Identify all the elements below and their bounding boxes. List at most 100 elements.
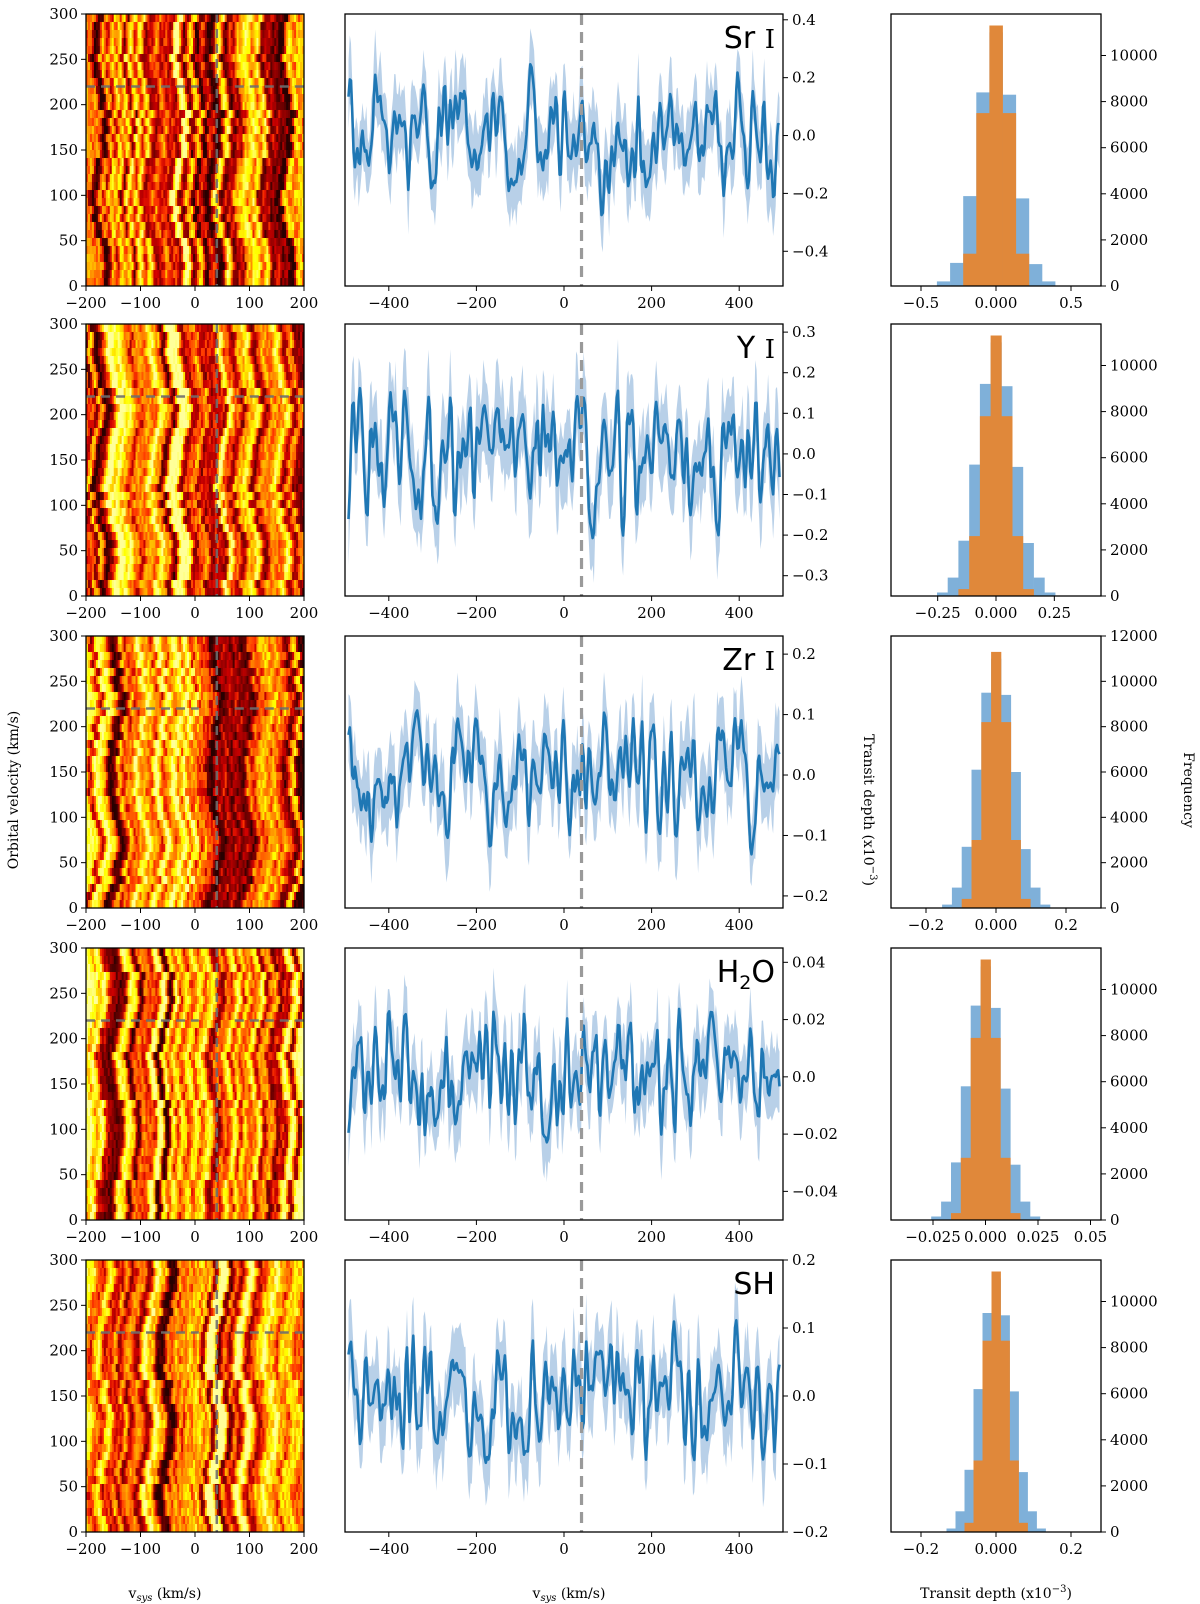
histogram-bar-narrow — [963, 253, 977, 286]
y-tick-label: 150 — [49, 763, 78, 781]
y-tick-label: 8000 — [1110, 93, 1148, 111]
x-tick-label: 200 — [290, 1228, 319, 1246]
x-tick-label: 0.5 — [1059, 294, 1083, 312]
x-tick-label: 0.000 — [975, 1540, 1018, 1558]
ccf-1d-5: −0.2 −0.1 0.0 0.1 0.2 −400 −200 0 200 400 SH — [344, 1251, 828, 1558]
left-x-axis-label: vsys (km/s) — [128, 1586, 202, 1604]
y-tick-label: 8000 — [1110, 403, 1148, 421]
x-tick-label: 0.25 — [1038, 604, 1071, 622]
y-tick-label: 50 — [59, 232, 78, 250]
histogram-bar-narrow — [1009, 1460, 1019, 1532]
x-tick-label: 400 — [725, 916, 754, 934]
y-tick-label: 0.2 — [792, 69, 816, 87]
x-tick-label: −200 — [456, 1540, 497, 1558]
y-tick-label: 200 — [49, 96, 78, 114]
ccf-1d-1: −0.4 −0.2 0.0 0.2 0.4 −400 −200 0 200 400 Sr I — [344, 11, 828, 312]
y-tick-label: 100 — [49, 496, 78, 514]
ccf-series-line — [347, 1319, 781, 1465]
x-tick-label: 0 — [190, 1228, 200, 1246]
y-tick-label: 0.0 — [792, 1387, 816, 1405]
x-tick-label: 100 — [235, 1540, 264, 1558]
y-tick-label: 4000 — [1110, 185, 1148, 203]
y-tick-label: 100 — [49, 186, 78, 204]
histogram-bar-narrow — [991, 1271, 1001, 1532]
y-tick-label: 0.0 — [792, 1068, 816, 1086]
ccf-map-1: 0 50 100 150 200 250 300 −200 −100 0 100 200 — [49, 5, 318, 312]
histogram-bar-narrow — [981, 722, 992, 908]
y-tick-label: 12000 — [1110, 627, 1158, 645]
histogram-bar-narrow — [1022, 589, 1034, 596]
x-tick-label: 0.05 — [1074, 1228, 1107, 1246]
x-tick-label: 200 — [637, 1540, 666, 1558]
histogram-bar-narrow — [973, 1460, 983, 1532]
histogram-bar-narrow — [1000, 1157, 1011, 1220]
x-tick-label: 0 — [559, 916, 569, 934]
histogram-bar-wide — [942, 904, 953, 908]
x-tick-label: 100 — [235, 916, 264, 934]
x-tick-label: −400 — [368, 1540, 409, 1558]
ccf-map-4: 0 50 100 150 200 250 300 −200 −100 0 100 200 — [49, 939, 318, 1246]
x-tick-label: −0.2 — [908, 916, 944, 934]
y-tick-label: 0 — [68, 899, 78, 917]
histogram-1: 0 2000 4000 6000 8000 10000 −0.5 0.000 0.5 — [890, 13, 1158, 312]
ccf-series-line — [347, 709, 781, 856]
histogram-bar-narrow — [1010, 840, 1021, 908]
histogram-bar-narrow — [1002, 113, 1017, 286]
species-label: Zr I — [722, 643, 775, 678]
ccf-map-2: 0 50 100 150 200 250 300 −200 −100 0 100 200 — [49, 315, 318, 622]
y-tick-label: 4000 — [1110, 495, 1148, 513]
x-tick-label: 0.025 — [1017, 1228, 1060, 1246]
histogram-bar-wide — [955, 1511, 965, 1532]
histogram-5: 0 2000 4000 6000 8000 10000 −0.2 0.000 0.2 — [890, 1259, 1158, 1558]
x-tick-label: 0.000 — [975, 294, 1018, 312]
x-tick-label: −100 — [120, 294, 161, 312]
histogram-bar-wide — [1044, 592, 1056, 596]
y-tick-label: 8000 — [1110, 718, 1148, 736]
histogram-bar-wide — [931, 1216, 942, 1220]
histogram-bar-narrow — [982, 1340, 992, 1532]
histogram-bar-wide — [964, 1469, 974, 1532]
y-tick-label: 200 — [49, 1030, 78, 1048]
x-tick-label: 200 — [637, 916, 666, 934]
y-tick-label: 0.0 — [792, 127, 816, 145]
x-tick-label: 100 — [235, 604, 264, 622]
y-tick-label: 300 — [49, 315, 78, 333]
y-tick-label: −0.3 — [792, 567, 828, 585]
y-tick-label: −0.1 — [792, 826, 828, 844]
x-tick-label: 400 — [725, 294, 754, 312]
y-tick-label: 4000 — [1110, 808, 1148, 826]
x-tick-label: −100 — [120, 1228, 161, 1246]
y-tick-label: 0.0 — [792, 445, 816, 463]
x-tick-label: 0.000 — [975, 916, 1018, 934]
y-tick-label: −0.02 — [792, 1125, 838, 1143]
x-tick-label: 100 — [235, 294, 264, 312]
y-tick-label: 0 — [1110, 899, 1120, 917]
x-tick-label: −200 — [456, 294, 497, 312]
y-tick-label: 8000 — [1110, 1339, 1148, 1357]
y-tick-label: 4000 — [1110, 1431, 1148, 1449]
x-tick-label: 100 — [235, 1228, 264, 1246]
histogram-bar-narrow — [1012, 536, 1024, 596]
y-tick-label: 0.3 — [792, 323, 816, 341]
y-tick-label: 10000 — [1110, 46, 1158, 64]
y-tick-label: 2000 — [1110, 854, 1148, 872]
y-tick-label: 50 — [59, 1166, 78, 1184]
x-tick-label: 0 — [190, 604, 200, 622]
x-tick-label: −200 — [65, 916, 106, 934]
ccf-1d-3: −0.2 −0.1 0.0 0.1 0.2 −400 −200 0 200 400 Zr I — [344, 635, 828, 934]
x-tick-label: 400 — [725, 1540, 754, 1558]
species-label: H2O — [717, 955, 775, 994]
histogram-bar-narrow — [969, 536, 981, 596]
histogram-bar-narrow — [1015, 253, 1030, 286]
x-tick-label: 0 — [559, 294, 569, 312]
histogram-bar-narrow — [1000, 1340, 1010, 1532]
y-tick-label: −0.1 — [792, 486, 828, 504]
y-tick-label: 2000 — [1110, 1477, 1148, 1495]
histogram-bar-narrow — [990, 1037, 1001, 1220]
y-tick-label: 6000 — [1110, 763, 1148, 781]
histogram-bar-wide — [936, 281, 951, 286]
y-tick-label: −0.2 — [792, 887, 828, 905]
y-tick-label: 0.2 — [792, 645, 816, 663]
middle-y-axis-label: Transit depth (x10−3) — [860, 734, 878, 886]
